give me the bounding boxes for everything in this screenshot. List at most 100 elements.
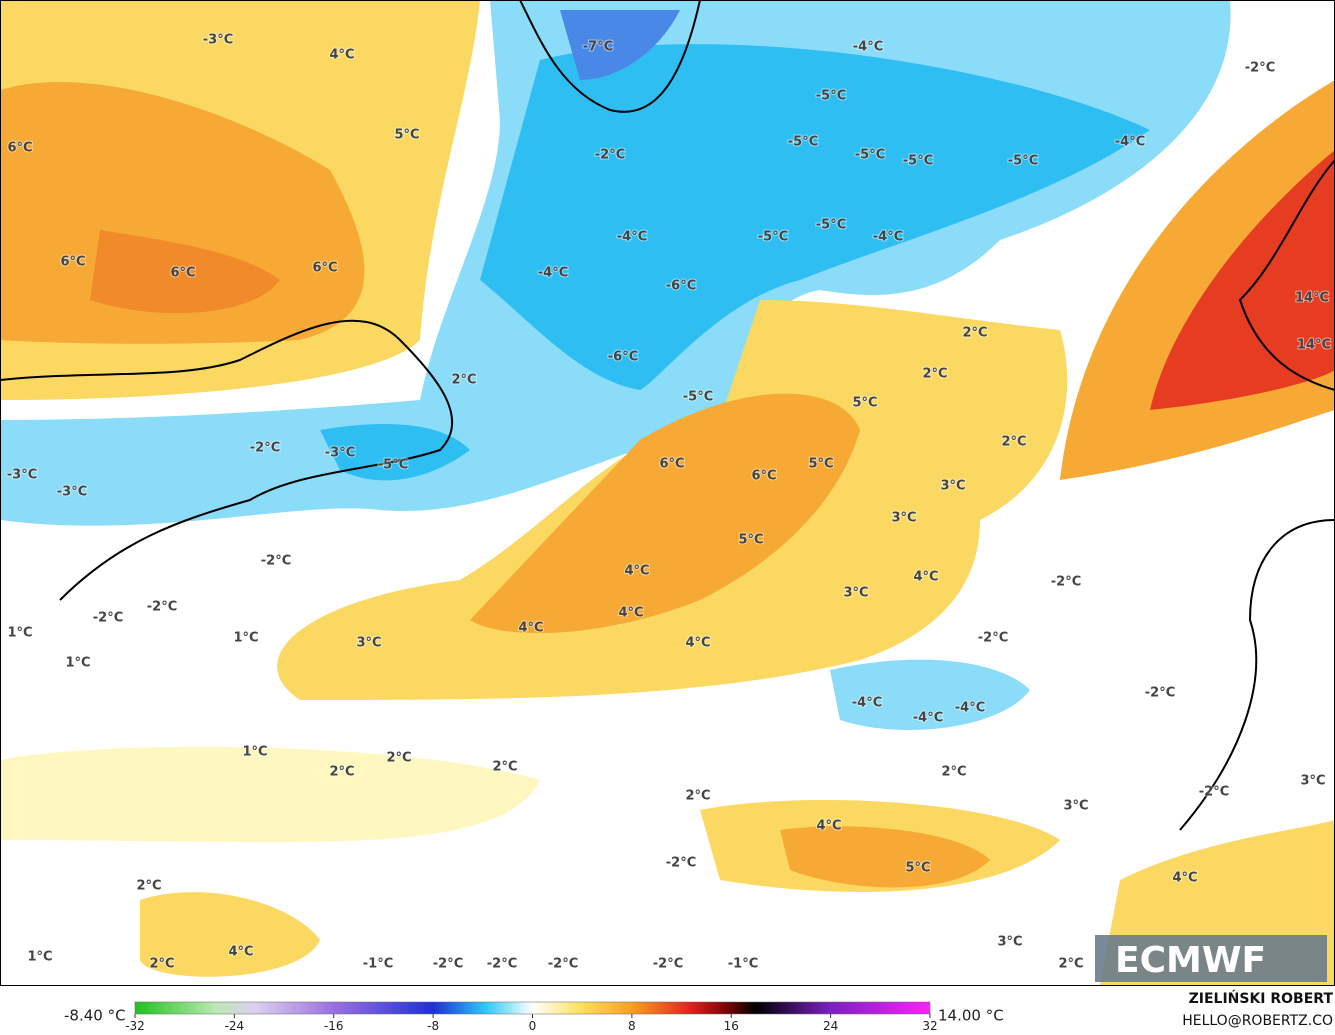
temperature-label: -2°C [666,856,696,871]
temperature-label: 1°C [233,631,258,646]
temperature-label: -5°C [855,148,885,163]
temperature-label: 5°C [738,533,763,548]
temperature-label: 4°C [228,945,253,960]
temperature-label: 2°C [329,765,354,780]
temperature-label: -2°C [1245,61,1275,76]
temperature-label: 6°C [659,457,684,472]
contact: HELLO@ROBERTZ.CO [1182,1013,1333,1029]
warm-core [90,230,280,314]
temperature-label: -2°C [433,957,463,972]
cold-core [320,424,470,481]
temperature-label: 2°C [1001,435,1026,450]
colorbar-tick-label: -32 [125,1019,145,1033]
cold-region [830,659,1030,730]
temperature-label: 6°C [751,469,776,484]
temperature-label: -4°C [913,711,943,726]
hot-core [1150,150,1335,410]
temperature-label: 2°C [492,760,517,775]
temperature-label: -5°C [683,390,713,405]
temperature-label: -2°C [250,441,280,456]
temperature-label: 4°C [618,606,643,621]
colorbar-min: -8.40 °C [64,1007,126,1025]
coastline [1179,519,1335,831]
temperature-label: -4°C [852,696,882,711]
temperature-label: 2°C [685,789,710,804]
colorbar-tick-label: 0 [529,1019,537,1033]
temperature-label: -1°C [363,957,393,972]
temperature-label: 2°C [149,957,174,972]
temperature-label: 3°C [843,586,868,601]
mild-region [0,746,540,843]
temperature-label: -5°C [378,458,408,473]
temperature-label: 4°C [685,636,710,651]
temperature-label: 3°C [1300,774,1325,789]
temperature-label: 1°C [242,745,267,760]
temperature-label: -5°C [816,218,846,233]
temperature-label: 3°C [940,479,965,494]
warm-region [140,892,320,977]
coastline [519,0,701,113]
cold-core [560,10,680,80]
colorbar [134,1001,931,1015]
temperature-label: -6°C [666,279,696,294]
temperature-label: 6°C [170,266,195,281]
temperature-label: 5°C [905,861,930,876]
temperature-label: -2°C [978,631,1008,646]
temperature-label: -3°C [7,468,37,483]
logo: ECMWF [1095,935,1327,982]
temperature-label: -2°C [1145,686,1175,701]
temperature-label: 4°C [329,48,354,63]
temperature-label: 6°C [60,255,85,270]
temperature-label: -2°C [261,554,291,569]
temperature-label: -4°C [853,40,883,55]
temperature-label: -3°C [203,33,233,48]
temperature-label: -7°C [583,40,613,55]
temperature-label: 2°C [451,373,476,388]
temperature-label: 1°C [7,626,32,641]
colorbar-tick-label: 24 [823,1019,838,1033]
coastline [0,319,454,601]
map [0,0,1335,986]
warm-core [470,393,860,634]
temperature-label: -6°C [608,350,638,365]
temperature-label: 2°C [962,326,987,341]
temperature-label: -2°C [548,957,578,972]
temperature-label: 4°C [624,564,649,579]
temperature-label: 4°C [518,621,543,636]
temperature-label: -2°C [147,600,177,615]
temperature-label: 14°C [1295,291,1329,306]
colorbar-tick-label: -24 [225,1019,245,1033]
temperature-label: -2°C [1051,575,1081,590]
temperature-label: -2°C [93,611,123,626]
temperature-label: 5°C [394,128,419,143]
temperature-label: 3°C [1063,799,1088,814]
temperature-label: 6°C [7,141,32,156]
colorbar-tick-label: 8 [628,1019,636,1033]
cold-core [480,44,1150,390]
temperature-label: 1°C [27,950,52,965]
temperature-label: 2°C [386,751,411,766]
temperature-label: -2°C [487,957,517,972]
coastline [1238,159,1335,391]
author: ZIELIŃSKI ROBERT [1189,989,1334,1007]
temperature-label: 5°C [852,396,877,411]
temperature-label: -4°C [538,266,568,281]
colorbar-tick-label: -8 [427,1019,439,1033]
temperature-label: -4°C [1115,135,1145,150]
temperature-label: 2°C [136,879,161,894]
temperature-label: 2°C [1058,957,1083,972]
colorbar-tick-label: -16 [324,1019,344,1033]
temperature-label: -2°C [595,148,625,163]
temperature-label: -1°C [728,957,758,972]
logo-box [1095,935,1327,982]
temperature-label: -5°C [788,135,818,150]
temperature-label: 2°C [922,367,947,382]
temperature-label: -2°C [653,957,683,972]
temperature-label: 3°C [997,935,1022,950]
temperature-label: -3°C [325,446,355,461]
temperature-label: -2°C [1199,785,1229,800]
temperature-label: 6°C [312,261,337,276]
temperature-label: -5°C [816,89,846,104]
temperature-label: 3°C [891,511,916,526]
